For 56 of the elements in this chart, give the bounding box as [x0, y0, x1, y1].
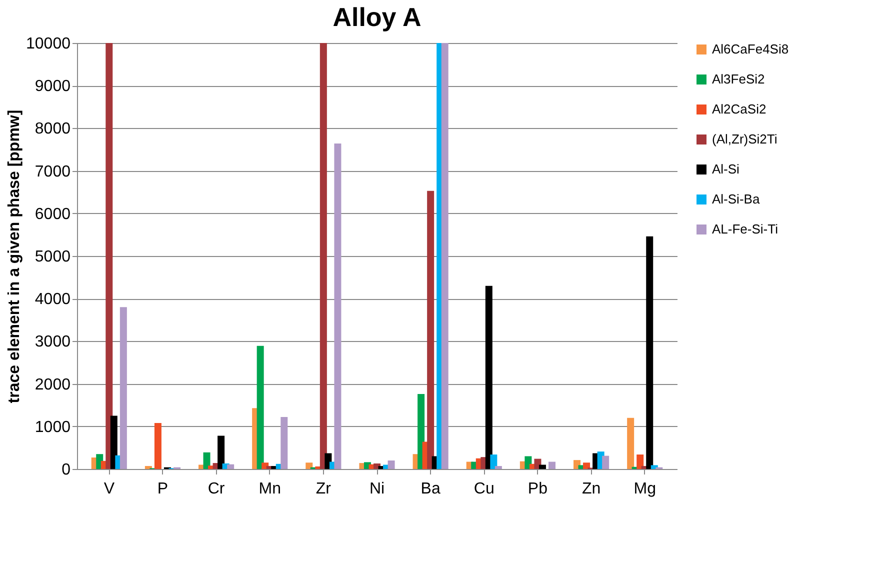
y-tick-label: 1000	[34, 418, 71, 436]
bar	[490, 454, 498, 469]
bar	[538, 464, 546, 469]
y-tick-label: 9000	[34, 78, 71, 96]
bar	[388, 460, 395, 469]
legend-label: Al3FeSi2	[712, 72, 765, 86]
x-tick-label: Ba	[420, 480, 440, 498]
bar	[636, 454, 644, 469]
chart-title: Alloy A	[332, 2, 422, 32]
bar	[280, 417, 288, 469]
bar	[334, 144, 342, 469]
x-tick-label: P	[157, 480, 168, 498]
legend-label: Al-Si	[712, 162, 740, 176]
y-tick-label: 4000	[34, 291, 71, 308]
y-tick-label: 8000	[34, 120, 71, 138]
bar	[441, 43, 448, 469]
bar	[203, 452, 210, 469]
x-tick-label: Cr	[208, 480, 226, 498]
bar	[646, 236, 654, 469]
bar	[494, 466, 502, 469]
x-tick-label: Pb	[528, 480, 548, 498]
legend-label: AL-Fe-Si-Ti	[712, 222, 778, 236]
x-tick-label: Zr	[316, 480, 332, 498]
bar	[583, 462, 590, 469]
bar	[427, 190, 434, 469]
bar	[548, 462, 556, 469]
x-tick-label: Mg	[634, 480, 656, 498]
y-tick-label: 3000	[34, 334, 71, 351]
bar	[485, 286, 492, 469]
bar	[320, 43, 327, 469]
bar	[627, 418, 634, 469]
bar	[120, 307, 127, 469]
legend-label: Al-Si-Ba	[712, 192, 760, 206]
legend-label: Al6CaFe4Si8	[712, 42, 789, 56]
bar	[110, 416, 118, 469]
bar	[227, 464, 234, 469]
bar	[218, 436, 225, 469]
y-tick-label: 10000	[26, 36, 71, 52]
bar	[154, 422, 162, 469]
bar	[602, 456, 610, 469]
bar	[256, 346, 264, 469]
x-tick-label: Ni	[369, 480, 385, 498]
x-tick-label: V	[104, 480, 115, 498]
y-tick-label: 6000	[34, 206, 71, 223]
y-axis-title: trace element in a given phase [ppmw]	[6, 110, 24, 404]
x-tick-label: Mn	[258, 480, 281, 498]
x-tick-label: Zn	[582, 480, 601, 498]
legend-label: (Al,Zr)Si2Ti	[712, 132, 778, 146]
y-tick-label: 0	[62, 462, 71, 478]
legend-label: Al2CaSi2	[712, 102, 766, 116]
y-tick-label: 7000	[34, 163, 71, 180]
x-tick-label: Cu	[474, 480, 494, 498]
y-tick-label: 2000	[34, 376, 71, 394]
bar	[306, 462, 313, 469]
bar	[106, 43, 113, 469]
y-tick-label: 5000	[34, 248, 71, 266]
